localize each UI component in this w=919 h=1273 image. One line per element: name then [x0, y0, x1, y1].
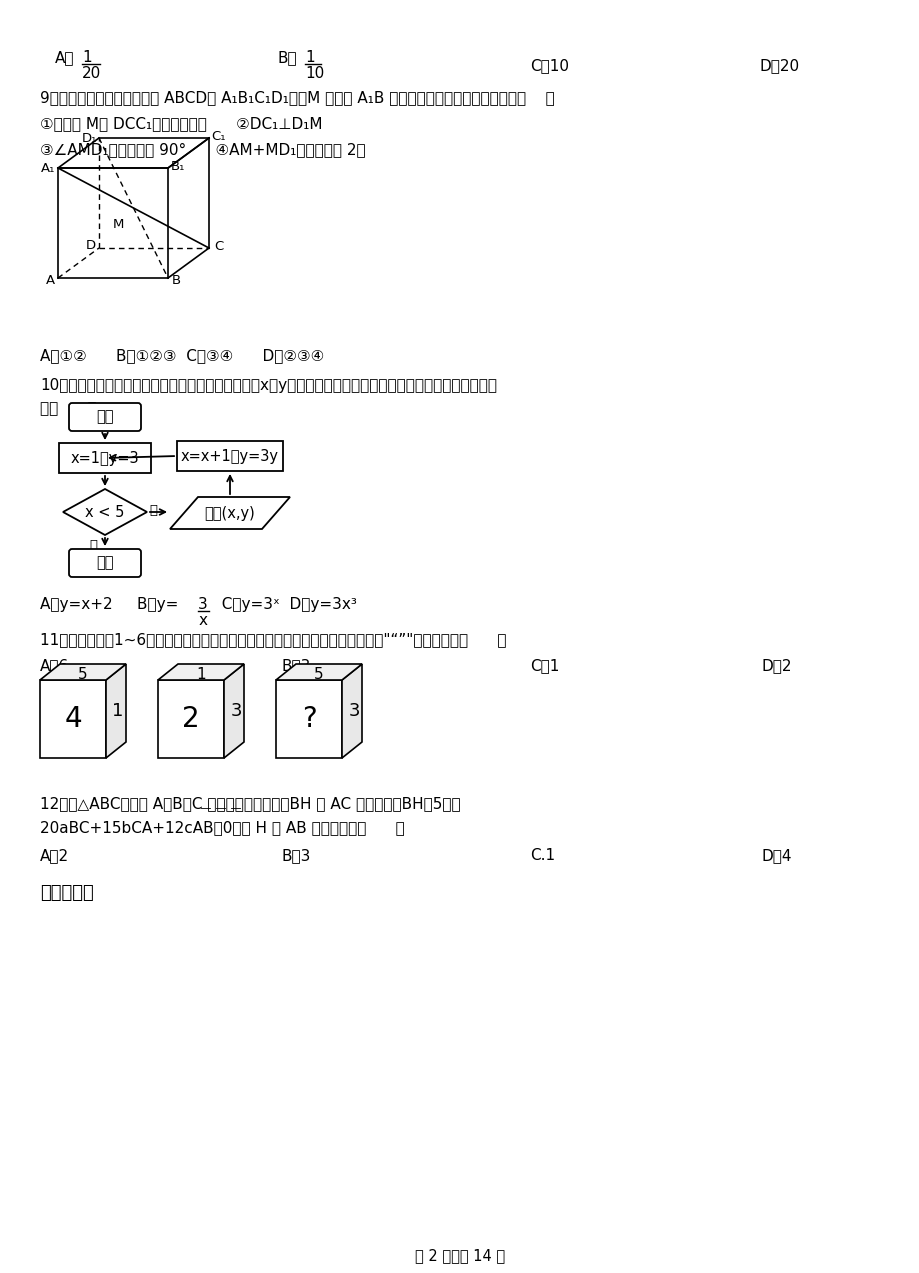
- Text: x=x+1，y=3y: x=x+1，y=3y: [181, 448, 278, 463]
- Text: B．3: B．3: [282, 658, 311, 673]
- Text: A₁: A₁: [40, 162, 55, 174]
- Text: 9．如图，棱长为１的正方体 ABCD－ A₁B₁C₁D₁中，M 为线段 A₁B 上的动点，则下列结论正确的有（    ）: 9．如图，棱长为１的正方体 ABCD－ A₁B₁C₁D₁中，M 为线段 A₁B …: [40, 90, 554, 104]
- Text: 20aBC+15bCA+12cAB＝0，则 H 到 AB 边的距离为（      ）: 20aBC+15bCA+12cAB＝0，则 H 到 AB 边的距离为（ ）: [40, 820, 404, 835]
- Text: D．2: D．2: [761, 658, 791, 673]
- Polygon shape: [158, 665, 244, 680]
- Text: C: C: [214, 239, 223, 252]
- Text: A．2: A．2: [40, 848, 69, 863]
- Bar: [176, 440, 283, 471]
- Text: x: x: [199, 614, 208, 628]
- Text: A．6: A．6: [40, 658, 69, 673]
- Text: A．y=x+2     B．y=: A．y=x+2 B．y=: [40, 597, 178, 612]
- Text: 3: 3: [348, 701, 359, 721]
- Polygon shape: [40, 680, 106, 757]
- Polygon shape: [170, 496, 289, 530]
- Text: 二、填空题: 二、填空题: [40, 883, 94, 903]
- Text: C．1: C．1: [529, 658, 559, 673]
- Polygon shape: [276, 680, 342, 757]
- Text: B．3: B．3: [282, 848, 311, 863]
- Text: ③∠AMD₁的最大值为 90°      ④AM+MD₁的最小值为 2．: ③∠AMD₁的最大值为 90° ④AM+MD₁的最小值为 2．: [40, 143, 365, 157]
- Polygon shape: [223, 665, 244, 757]
- Text: B: B: [171, 274, 180, 286]
- Text: 否: 否: [89, 538, 96, 552]
- Text: x < 5: x < 5: [85, 504, 125, 519]
- Text: 结束: 结束: [96, 555, 114, 570]
- Text: 3: 3: [230, 701, 242, 721]
- Text: 第 2 页，共 14 页: 第 2 页，共 14 页: [414, 1248, 505, 1263]
- Text: 1: 1: [196, 667, 206, 681]
- Polygon shape: [276, 665, 361, 680]
- Text: D．4: D．4: [761, 848, 791, 863]
- Bar: [59, 443, 151, 474]
- Text: 开始: 开始: [96, 410, 114, 424]
- Polygon shape: [158, 680, 223, 757]
- Text: 为（      ）: 为（ ）: [40, 401, 96, 416]
- Text: C．10: C．10: [529, 59, 568, 73]
- Polygon shape: [40, 665, 126, 680]
- Text: 1: 1: [305, 50, 314, 65]
- Text: C．y=3ˣ  D．y=3x³: C．y=3ˣ D．y=3x³: [211, 597, 357, 612]
- Text: D: D: [85, 238, 96, 252]
- Text: 1: 1: [82, 50, 92, 65]
- Polygon shape: [106, 665, 126, 757]
- Text: 10．运行如图所示的程序框图，输出的所有实数对（x，y）所对应的点都在某函数图象上，则该函数的解析式: 10．运行如图所示的程序框图，输出的所有实数对（x，y）所对应的点都在某函数图象…: [40, 378, 496, 393]
- Polygon shape: [342, 665, 361, 757]
- Text: 10: 10: [305, 66, 323, 81]
- Text: A．①②      B．①②③  C．③④      D．②③④: A．①② B．①②③ C．③④ D．②③④: [40, 348, 323, 363]
- Text: 2: 2: [182, 705, 199, 733]
- FancyBboxPatch shape: [69, 549, 141, 577]
- Text: D₁: D₁: [81, 131, 96, 145]
- Text: C.1: C.1: [529, 848, 554, 863]
- Text: 输出(x,y): 输出(x,y): [204, 505, 255, 521]
- Text: 1: 1: [112, 701, 123, 721]
- Text: ?: ?: [301, 705, 316, 733]
- Text: D．20: D．20: [759, 59, 800, 73]
- Polygon shape: [62, 489, 147, 535]
- Text: 5: 5: [78, 667, 87, 681]
- Text: 是: 是: [149, 504, 157, 517]
- Text: A: A: [45, 274, 54, 286]
- Text: 5: 5: [314, 667, 323, 681]
- Text: M: M: [112, 218, 123, 230]
- Text: C₁: C₁: [211, 130, 226, 143]
- Text: 20: 20: [82, 66, 101, 81]
- Text: 11．一个骰子由1~6六个数字组成，请你根据图中三种状态所显示的数字，推出"“”"处的数字是（      ）: 11．一个骰子由1~6六个数字组成，请你根据图中三种状态所显示的数字，推出"“”…: [40, 631, 506, 647]
- Text: 3: 3: [198, 597, 208, 612]
- Text: x=1，y=3: x=1，y=3: [71, 451, 139, 466]
- Text: B₁: B₁: [171, 159, 185, 173]
- Text: 4: 4: [64, 705, 82, 733]
- Text: 12．在△ABC中，角 A，B，C 的对边分别是，，，BH 为 AC 边上的高，BH＝5，若: 12．在△ABC中，角 A，B，C 的对边分别是，，，BH 为 AC 边上的高，…: [40, 796, 460, 811]
- Text: B．: B．: [278, 50, 298, 65]
- Text: ①三棱锥 M－ DCC₁的体积为定值      ②DC₁⊥D₁M: ①三棱锥 M－ DCC₁的体积为定值 ②DC₁⊥D₁M: [40, 116, 323, 131]
- FancyBboxPatch shape: [69, 404, 141, 432]
- Text: A．: A．: [55, 50, 74, 65]
